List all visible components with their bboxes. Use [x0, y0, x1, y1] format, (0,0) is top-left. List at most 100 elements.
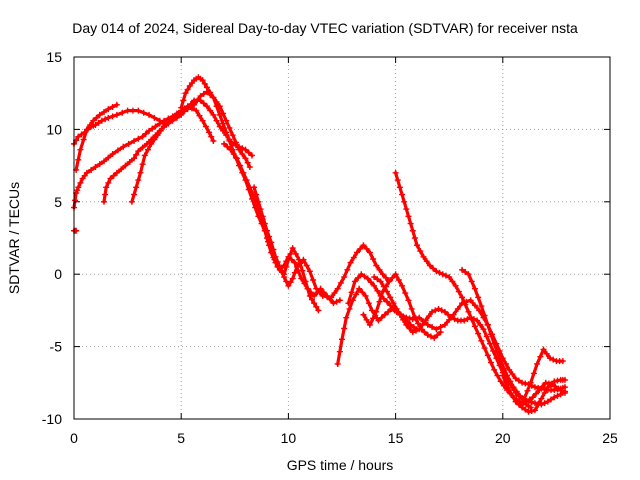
data-point [510, 384, 517, 391]
data-point [146, 127, 153, 134]
data-point [206, 129, 213, 136]
data-point [459, 266, 466, 273]
data-point-marker [230, 151, 237, 158]
data-point [319, 292, 326, 299]
data-point [120, 143, 127, 150]
x-tick-label: 0 [70, 430, 78, 446]
data-point-marker [475, 294, 482, 301]
data-point [203, 84, 210, 91]
x-tick-label: 10 [281, 430, 297, 446]
x-axis-label: GPS time / hours [287, 457, 394, 473]
data-point-marker [144, 146, 151, 153]
data-point [384, 298, 391, 305]
y-tick-label: 15 [46, 49, 62, 65]
data-point [379, 271, 386, 278]
data-point-marker [291, 269, 298, 276]
data-point [229, 132, 236, 139]
data-point [191, 101, 198, 108]
data-point-marker [274, 258, 281, 265]
data-point [343, 314, 350, 321]
data-point [441, 308, 448, 315]
data-point-marker [109, 113, 116, 120]
data-point [311, 300, 318, 307]
data-point [148, 140, 155, 147]
data-point [300, 256, 307, 263]
data-point [289, 275, 296, 282]
data-point [128, 198, 135, 205]
data-point [83, 169, 90, 176]
data-point-marker [287, 279, 294, 286]
data-point-marker [110, 172, 117, 179]
data-point [386, 278, 393, 285]
data-point [527, 404, 534, 411]
data-point [199, 77, 206, 84]
data-point-marker [462, 269, 469, 276]
data-point [424, 321, 431, 328]
data-point [551, 394, 558, 401]
data-point [373, 308, 380, 315]
data-point-marker [471, 302, 478, 309]
data-point-marker [156, 120, 163, 127]
data-point-marker [389, 274, 396, 281]
data-point [131, 137, 138, 144]
data-point [362, 292, 369, 299]
data-point [105, 114, 112, 121]
data-point [467, 297, 474, 304]
data-point-marker [357, 245, 364, 252]
data-point [107, 175, 114, 182]
data-point [103, 184, 110, 191]
data-point-marker [201, 80, 208, 87]
data-point [146, 111, 153, 118]
series-group [71, 74, 568, 415]
data-point [92, 122, 99, 129]
data-point [139, 133, 146, 140]
data-point [471, 285, 478, 292]
data-point-marker [437, 324, 444, 331]
data-point [291, 259, 298, 266]
data-point-marker [406, 325, 413, 332]
data-point [193, 107, 200, 114]
series-pass-15 [499, 372, 568, 415]
data-point-marker [261, 220, 268, 227]
data-point-marker [552, 383, 559, 390]
data-point-marker [522, 406, 529, 413]
data-point [92, 164, 99, 171]
data-point [336, 297, 343, 304]
data-point [169, 114, 176, 121]
data-point-marker [341, 325, 348, 332]
data-point [101, 158, 108, 165]
data-point-marker [75, 156, 82, 163]
data-point [448, 314, 455, 321]
data-point-marker [194, 97, 201, 104]
data-point [392, 271, 399, 278]
data-point [519, 404, 526, 411]
data-point-marker [352, 291, 359, 298]
data-point-marker [344, 266, 351, 273]
data-point [534, 360, 541, 367]
data-point-marker [213, 103, 220, 110]
x-tick-label: 5 [177, 430, 185, 446]
data-point-marker [77, 179, 84, 186]
data-point-marker [226, 137, 233, 144]
data-point-marker [149, 125, 156, 132]
series-pass-14 [360, 271, 444, 341]
data-point [399, 282, 406, 289]
series-pass-17 [71, 227, 80, 234]
data-point [216, 111, 223, 118]
x-tick-label: 25 [602, 430, 618, 446]
data-point [360, 311, 367, 318]
data-point [366, 321, 373, 328]
data-point-marker [442, 272, 449, 279]
data-point-marker [135, 177, 142, 184]
data-point-marker [245, 149, 252, 156]
data-point-marker [131, 191, 138, 198]
data-point-marker [429, 324, 436, 331]
data-point [536, 387, 543, 394]
data-point-marker [109, 103, 116, 110]
series-line [372, 275, 567, 407]
data-point-marker [488, 331, 495, 338]
data-point-marker [434, 332, 441, 339]
data-point-marker [543, 350, 550, 357]
data-point-marker [88, 166, 95, 173]
data-point-marker [376, 266, 383, 273]
